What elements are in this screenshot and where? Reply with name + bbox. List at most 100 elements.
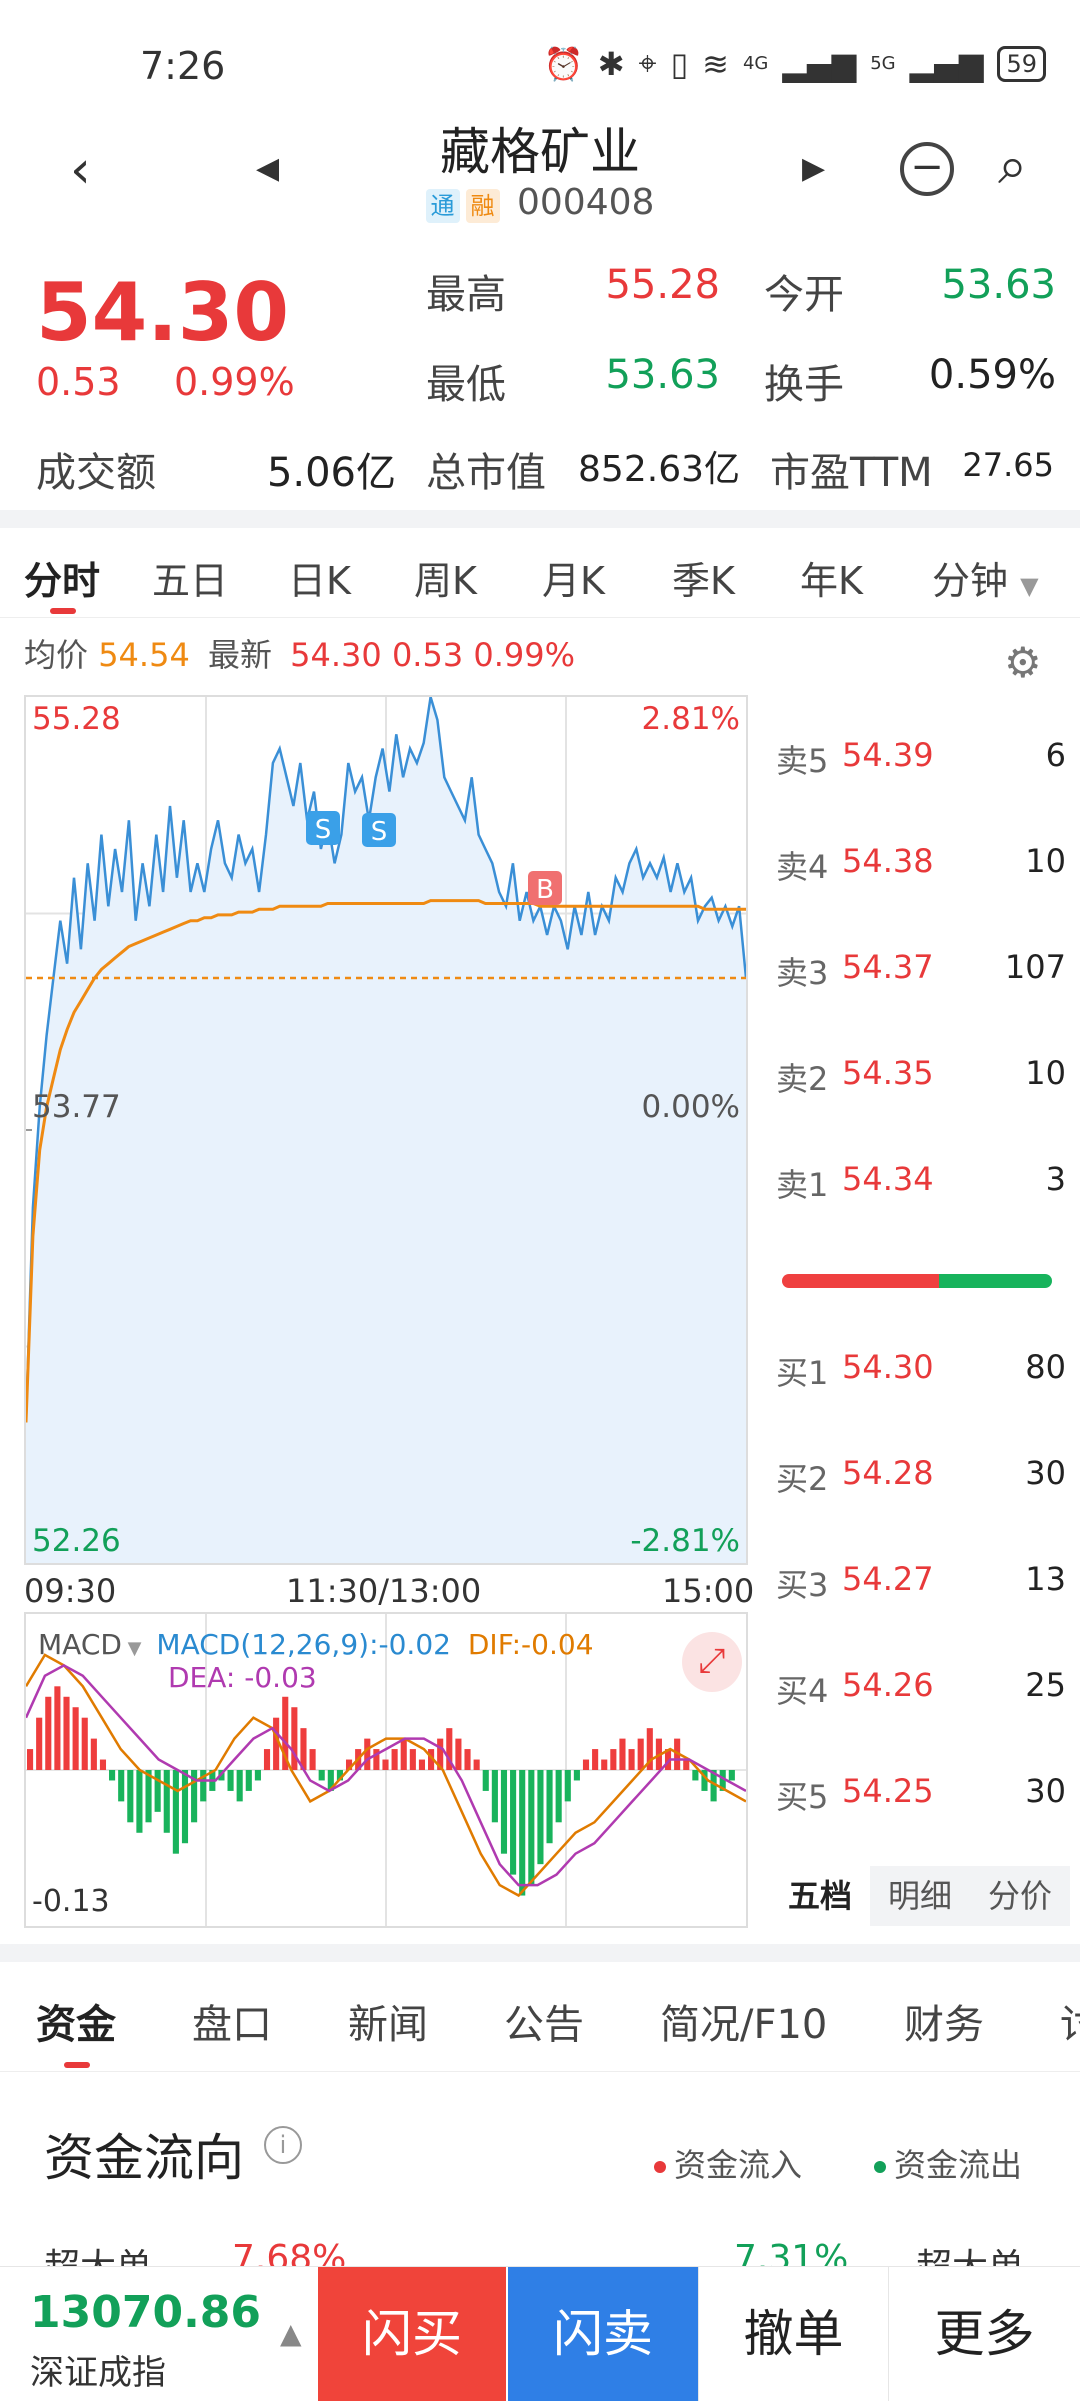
- avg-value: 54.54: [98, 636, 190, 674]
- signal-4g: 4G: [742, 53, 769, 74]
- tab-price-dist[interactable]: 分价: [970, 1866, 1070, 1926]
- macd-selector[interactable]: MACD ▼: [38, 1628, 142, 1661]
- buy-level-row[interactable]: 买4 54.26 25: [770, 1666, 1070, 1726]
- status-icons: ⏰ ✱ ⌖ ▯ ≋ 4G ▂▄▆ 5G ▂▄▆ 59: [544, 44, 1046, 83]
- vibrate-icon: ▯: [670, 44, 689, 83]
- more-button[interactable]: 更多: [888, 2267, 1080, 2401]
- tab-finance[interactable]: 财务: [904, 2002, 984, 2048]
- macd-bar: [291, 1707, 298, 1770]
- tab-month-k[interactable]: 月K: [542, 559, 605, 603]
- stock-header: ‹ ◀ 藏格矿业 通融 000408 ▶ − ⌕: [0, 100, 1080, 250]
- pe-value: 27.65: [962, 446, 1054, 484]
- macd-bar: [637, 1738, 644, 1770]
- level-price: 54.30: [842, 1348, 934, 1386]
- tab-day-k[interactable]: 日K: [288, 559, 351, 603]
- location-icon: ⌖: [638, 44, 657, 82]
- tab-funds[interactable]: 资金: [36, 2002, 116, 2048]
- stock-name: 藏格矿业: [440, 123, 640, 181]
- macd-bar: [81, 1717, 88, 1770]
- flash-sell-button[interactable]: 闪卖: [508, 2267, 698, 2401]
- macd-bar: [245, 1770, 252, 1791]
- index-value[interactable]: 13070.86: [30, 2287, 262, 2338]
- y-bottom-label: 52.26: [32, 1523, 121, 1559]
- avg-line: [26, 899, 746, 1423]
- macd-bar: [72, 1707, 79, 1770]
- gear-icon[interactable]: ⚙: [1004, 638, 1042, 687]
- intraday-chart-svg: S S B: [26, 697, 746, 1563]
- buy-sell-ratio-bar: [782, 1274, 1052, 1288]
- high-label: 最高: [426, 272, 506, 318]
- macd-bar: [582, 1759, 590, 1770]
- level-label: 买3: [776, 1566, 829, 1604]
- macd-bar: [99, 1759, 107, 1770]
- tab-week-k[interactable]: 周K: [414, 559, 477, 603]
- cancel-order-button[interactable]: 撤单: [698, 2267, 888, 2401]
- index-name[interactable]: 深证成指: [30, 2353, 166, 2393]
- macd-dea: DEA: -0.03: [168, 1661, 317, 1694]
- level-label: 买5: [776, 1778, 829, 1816]
- tab-profile[interactable]: 简况/F10: [660, 2002, 828, 2048]
- prev-stock-icon[interactable]: ◀: [256, 151, 280, 186]
- buy-level-row[interactable]: 买5 54.25 30: [770, 1772, 1070, 1832]
- next-stock-icon[interactable]: ▶: [802, 151, 826, 186]
- buy-level-row[interactable]: 买1 54.30 80: [770, 1348, 1070, 1408]
- tab-minute[interactable]: 分钟 ▼: [932, 550, 1039, 605]
- macd-bar: [63, 1696, 70, 1770]
- price-area: [26, 697, 746, 1563]
- inflow-dot: [654, 2161, 666, 2173]
- macd-bar: [491, 1770, 498, 1823]
- expand-up-icon[interactable]: ▲: [280, 2317, 302, 2350]
- open-label: 今开: [764, 272, 844, 318]
- sell-level-row[interactable]: 卖5 54.39 6: [770, 736, 1070, 796]
- tab-five-levels[interactable]: 五档: [770, 1866, 870, 1926]
- tab-five-day[interactable]: 五日: [152, 559, 229, 603]
- macd-dea-line: [26, 1663, 746, 1887]
- tab-intraday[interactable]: 分时: [24, 559, 101, 603]
- level-volume: 3: [1045, 1160, 1066, 1198]
- sell-level-row[interactable]: 卖2 54.35 10: [770, 1054, 1070, 1114]
- macd-bar: [236, 1770, 243, 1802]
- high-value: 55.28: [605, 262, 720, 308]
- info-tab-underline: [64, 2062, 90, 2068]
- sell-level-row[interactable]: 卖1 54.34 3: [770, 1160, 1070, 1220]
- macd-bar: [273, 1717, 280, 1770]
- remove-watchlist-icon[interactable]: −: [900, 142, 954, 196]
- macd-bar: [710, 1770, 717, 1802]
- level-price: 54.25: [842, 1772, 934, 1810]
- macd-bar: [318, 1770, 325, 1781]
- macd-bar: [592, 1749, 599, 1770]
- quote-panel: 54.30 0.53 0.99% 最高 55.28 今开 53.63 最低 53…: [0, 250, 1080, 510]
- tab-quarter-k[interactable]: 季K: [672, 559, 735, 603]
- tab-news[interactable]: 新闻: [348, 2002, 428, 2048]
- back-icon[interactable]: ‹: [70, 140, 91, 200]
- expand-icon[interactable]: ⤢: [682, 1632, 742, 1692]
- level-volume: 13: [1025, 1560, 1066, 1598]
- tab-announcements[interactable]: 公告: [504, 2002, 584, 2048]
- sell-level-row[interactable]: 卖4 54.38 10: [770, 842, 1070, 902]
- buy-level-row[interactable]: 买2 54.28 30: [770, 1454, 1070, 1514]
- level-label: 卖5: [776, 742, 829, 780]
- macd-bar: [181, 1770, 189, 1844]
- level-volume: 30: [1025, 1772, 1066, 1810]
- tab-year-k[interactable]: 年K: [800, 559, 863, 603]
- macd-chart[interactable]: MACD ▼ MACD(12,26,9):-0.02 DIF:-0.04 DEA…: [24, 1612, 748, 1928]
- macd-bar: [227, 1770, 234, 1791]
- flash-buy-button[interactable]: 闪买: [318, 2267, 506, 2401]
- pct-mid-label: 0.00%: [641, 1089, 740, 1125]
- ratio-buy-part: [782, 1274, 939, 1288]
- sell-level-row[interactable]: 卖3 54.37 107: [770, 948, 1070, 1008]
- section-divider-2: [0, 1944, 1080, 1962]
- tab-details[interactable]: 明细: [870, 1866, 970, 1926]
- legend-inflow: 资金流入: [654, 2140, 802, 2186]
- buy-level-row[interactable]: 买3 54.27 13: [770, 1560, 1070, 1620]
- macd-bar: [27, 1749, 34, 1770]
- tab-order-panel[interactable]: 盘口: [192, 2002, 272, 2048]
- macd-bar: [191, 1770, 198, 1823]
- tab-discuss[interactable]: 讨: [1060, 1992, 1080, 2050]
- info-icon[interactable]: i: [264, 2126, 302, 2164]
- macd-params: MACD(12,26,9):-0.02: [156, 1628, 451, 1661]
- fund-flow-title: 资金流向: [44, 2129, 244, 2187]
- intraday-chart[interactable]: S S B 55.28 2.81% 53.77 0.00% 52.26 -2.81%: [24, 695, 748, 1565]
- mktcap-label: 总市值: [426, 450, 546, 496]
- search-icon[interactable]: ⌕: [998, 136, 1028, 196]
